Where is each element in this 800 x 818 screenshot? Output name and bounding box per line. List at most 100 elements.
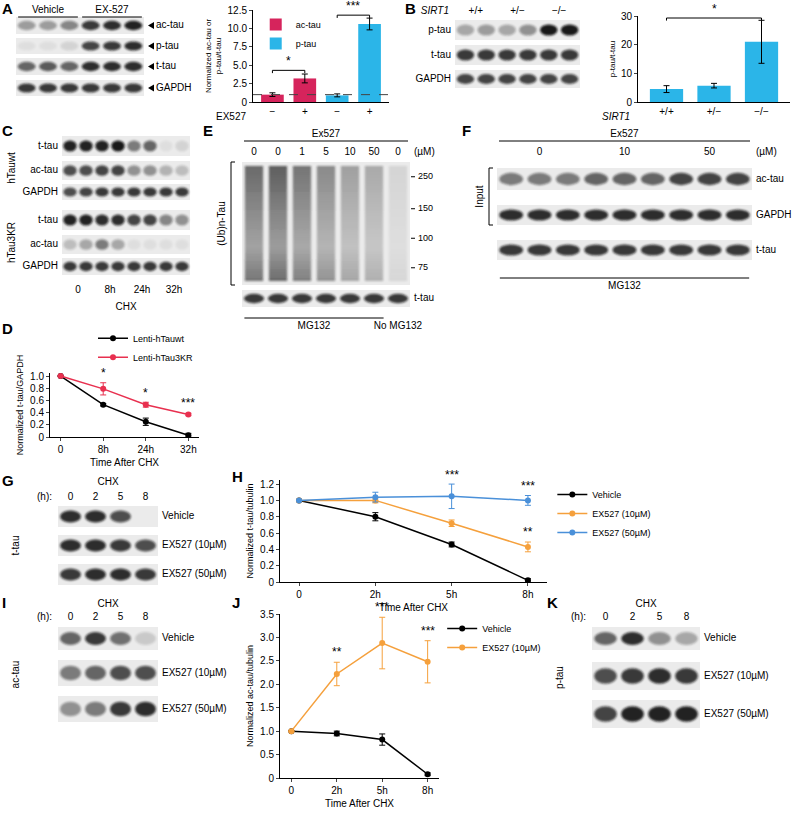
svg-text:EX527 (10µM): EX527 (10µM) — [162, 539, 227, 550]
svg-text:5: 5 — [118, 491, 124, 502]
svg-text:24h: 24h — [134, 284, 151, 295]
svg-text:Ex527: Ex527 — [312, 128, 341, 139]
svg-text:K: K — [547, 594, 558, 611]
svg-text:No MG132: No MG132 — [374, 320, 423, 331]
svg-text:(µM): (µM) — [756, 146, 777, 157]
svg-text:EX527 (50µM): EX527 (50µM) — [704, 708, 769, 719]
svg-text:p-tau: p-tau — [428, 24, 451, 35]
svg-text:0.6: 0.6 — [30, 395, 44, 406]
svg-text:Vehicle: Vehicle — [482, 624, 511, 634]
svg-text:3.5: 3.5 — [260, 609, 274, 620]
svg-text:(µM): (µM) — [414, 146, 435, 157]
svg-text:p-tau/t-tau: p-tau/t-tau — [608, 41, 617, 77]
svg-text:Normalized ac-tau orp-tau/t-ta: Normalized ac-tau orp-tau/t-tau — [204, 19, 223, 94]
svg-text:10: 10 — [619, 146, 631, 157]
svg-text:2h: 2h — [331, 785, 342, 796]
svg-text:Vehicle: Vehicle — [592, 490, 621, 500]
svg-text:+/−: +/− — [510, 5, 525, 16]
svg-text:Vehicle: Vehicle — [162, 510, 195, 521]
svg-text:24h: 24h — [137, 444, 154, 455]
svg-text:***: *** — [181, 396, 195, 410]
svg-text:A: A — [2, 0, 13, 17]
svg-text:E: E — [203, 122, 213, 139]
svg-text:10: 10 — [344, 146, 356, 157]
svg-text:***: *** — [521, 479, 535, 493]
svg-text:EX527 (50µM): EX527 (50µM) — [162, 568, 227, 579]
svg-text:12.5: 12.5 — [228, 5, 248, 16]
svg-text:1.0: 1.0 — [30, 371, 44, 382]
svg-text:0.6: 0.6 — [260, 528, 274, 539]
svg-text:75: 75 — [418, 262, 428, 272]
svg-text:10.0: 10.0 — [228, 23, 248, 34]
svg-text:MG132: MG132 — [298, 320, 331, 331]
svg-text:0: 0 — [38, 432, 44, 443]
svg-text:Lenti-hTauwt: Lenti-hTauwt — [133, 334, 185, 344]
svg-text:*: * — [101, 366, 106, 380]
svg-text:D: D — [2, 320, 13, 337]
svg-text:+: + — [302, 106, 308, 117]
svg-text:5: 5 — [118, 611, 124, 622]
svg-text:0: 0 — [251, 146, 257, 157]
svg-text:***: *** — [445, 468, 459, 482]
svg-text:t-tau: t-tau — [38, 214, 58, 225]
svg-text:0: 0 — [58, 444, 64, 455]
svg-text:t-tau: t-tau — [10, 535, 21, 555]
svg-text:1: 1 — [299, 146, 305, 157]
svg-text:Normalized ac-tau/tubulin: Normalized ac-tau/tubulin — [245, 645, 255, 747]
svg-text:ac-tau: ac-tau — [756, 173, 784, 184]
svg-text:J: J — [232, 594, 240, 611]
svg-text:t-tau: t-tau — [414, 292, 434, 303]
svg-text:0.8: 0.8 — [30, 383, 44, 394]
svg-text:8h: 8h — [104, 284, 115, 295]
svg-text:MG132: MG132 — [608, 280, 641, 291]
svg-text:CHX: CHX — [97, 598, 118, 609]
svg-text:t-tau: t-tau — [38, 140, 58, 151]
svg-text:2: 2 — [93, 611, 99, 622]
svg-text:2.5: 2.5 — [260, 655, 274, 666]
svg-text:+/+: +/+ — [659, 106, 674, 117]
svg-text:(h):: (h): — [571, 611, 586, 622]
svg-text:B: B — [405, 0, 416, 17]
svg-text:8: 8 — [143, 491, 149, 502]
svg-text:Vehicle: Vehicle — [32, 4, 65, 15]
svg-text:1.0: 1.0 — [260, 495, 274, 506]
svg-text:8: 8 — [684, 611, 690, 622]
svg-text:Time After CHX: Time After CHX — [90, 457, 159, 468]
svg-text:0: 0 — [537, 146, 543, 157]
svg-text:p-tau: p-tau — [296, 39, 317, 49]
svg-text:Ex527: Ex527 — [610, 128, 639, 139]
svg-text:SIRT1: SIRT1 — [602, 111, 630, 122]
svg-text:10: 10 — [621, 68, 633, 79]
svg-text:+/−: +/− — [707, 106, 722, 117]
svg-text:**: ** — [523, 525, 533, 539]
svg-text:EX527 (50µM): EX527 (50µM) — [592, 528, 650, 538]
svg-text:Vehicle: Vehicle — [162, 632, 195, 643]
svg-text:ac-tau: ac-tau — [296, 20, 321, 30]
svg-text:8: 8 — [143, 611, 149, 622]
svg-text:3.0: 3.0 — [260, 632, 274, 643]
svg-text:0: 0 — [626, 97, 632, 108]
svg-text:5.0: 5.0 — [233, 60, 247, 71]
svg-text:***: *** — [375, 600, 389, 614]
svg-text:GAPDH: GAPDH — [415, 73, 451, 84]
svg-text:0.4: 0.4 — [30, 407, 44, 418]
svg-text:2.5: 2.5 — [233, 78, 247, 89]
svg-text:0.8: 0.8 — [260, 511, 274, 522]
svg-text:0.2: 0.2 — [260, 560, 274, 571]
svg-text:Lenti-hTau3KR: Lenti-hTau3KR — [133, 353, 193, 363]
svg-text:p-tau: p-tau — [156, 40, 179, 51]
svg-text:GAPDH: GAPDH — [22, 186, 58, 197]
svg-text:(h):: (h): — [37, 611, 52, 622]
svg-text:EX527: EX527 — [216, 111, 246, 122]
svg-text:Normalized t-tau/tubulin: Normalized t-tau/tubulin — [245, 483, 255, 578]
svg-text:(h):: (h): — [37, 491, 52, 502]
svg-text:Input: Input — [474, 185, 485, 207]
svg-text:1.0: 1.0 — [260, 726, 274, 737]
svg-text:(Ub)n-Tau: (Ub)n-Tau — [216, 201, 227, 245]
svg-text:CHX: CHX — [115, 301, 136, 312]
svg-text:0: 0 — [68, 611, 74, 622]
svg-text:hTau3KR: hTau3KR — [6, 222, 17, 263]
svg-text:5: 5 — [323, 146, 329, 157]
svg-text:*: * — [143, 386, 148, 400]
svg-text:0: 0 — [603, 611, 609, 622]
